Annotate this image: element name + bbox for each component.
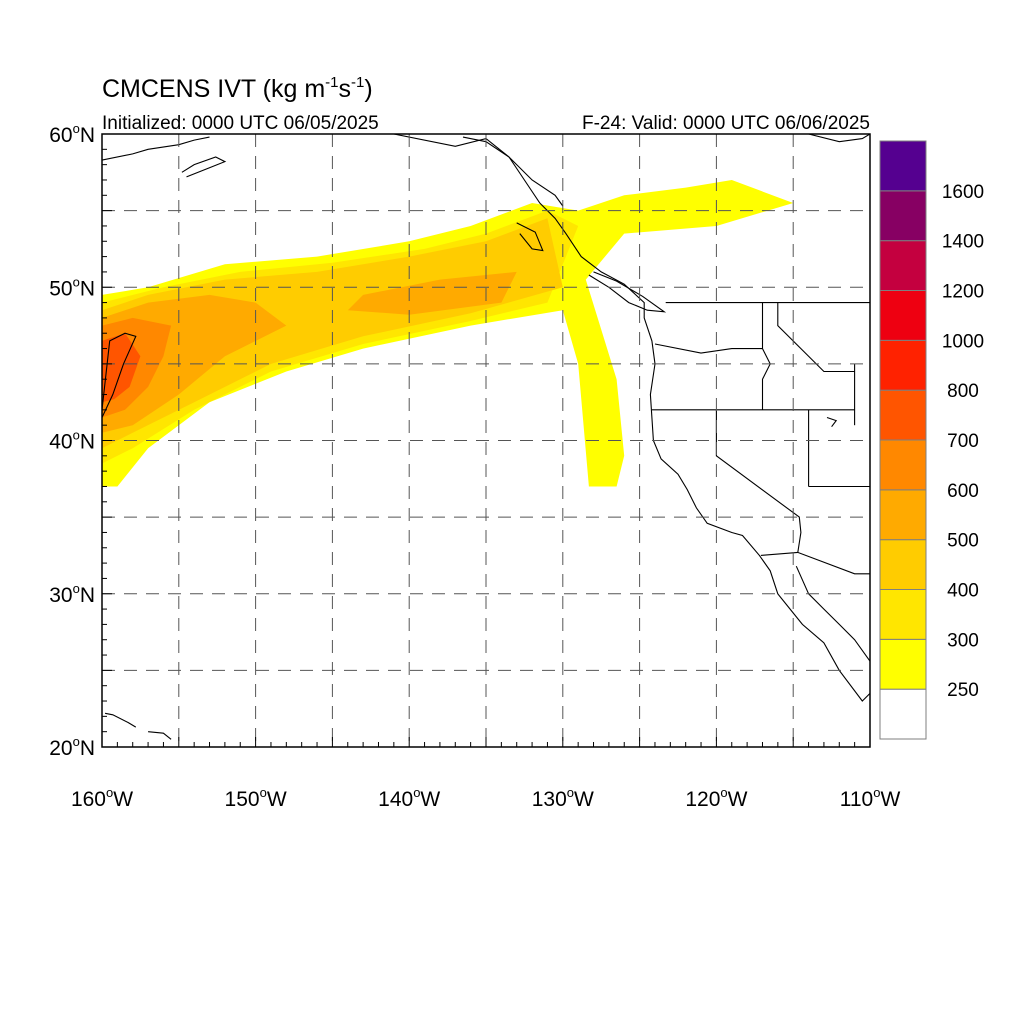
lon-label: 110oW <box>840 785 901 811</box>
great-salt-lake-line <box>826 416 838 428</box>
lon-label: 140oW <box>378 785 440 811</box>
ivt-embedded-500 <box>347 271 517 315</box>
hawaii-maui-line <box>148 731 172 740</box>
colorbar-box <box>879 439 927 491</box>
vancouver-island-line <box>588 271 667 313</box>
colorbar-box <box>879 190 927 242</box>
alaska-coast-west-line <box>102 136 210 161</box>
valid-label: F-24: Valid: 0000 UTC 06/06/2025 <box>582 113 870 134</box>
colorbar-label: 500 <box>947 531 979 552</box>
map-panel <box>101 133 871 748</box>
kodiak-island-line <box>181 156 227 178</box>
alaska-coast-east-line <box>808 134 870 143</box>
longitude-labels: 160oW 150oW 140oW 130oW 120oW 110oW <box>71 785 901 811</box>
lon-label: 130oW <box>532 785 594 811</box>
colorbar-label: 600 <box>947 481 979 502</box>
colorbar-label: 1600 <box>942 182 984 203</box>
lon-label: 150oW <box>225 785 287 811</box>
colorbar-box <box>879 539 927 591</box>
colorbar-label: 300 <box>947 630 979 651</box>
lat-lon-grid <box>102 134 870 747</box>
map-title: CMCENS IVT (kg m-1s-1) <box>102 74 373 103</box>
lat-label: 50oN <box>49 274 95 300</box>
colorbar-box <box>879 290 927 341</box>
us-mexico-border-line <box>760 551 870 575</box>
init-label: Initialized: 0000 UTC 06/05/2025 <box>102 113 379 134</box>
colorbar-label: 400 <box>947 581 979 602</box>
lon-label: 120oW <box>685 785 747 811</box>
ca-nv-border-line <box>715 409 802 553</box>
title-main: CMCENS IVT (kg m <box>102 75 325 103</box>
lat-label: 40oN <box>49 428 95 454</box>
colorbar-box <box>879 489 927 541</box>
colorbar-box <box>879 140 927 192</box>
title-end: ) <box>364 75 372 103</box>
wa-or-border-line <box>654 343 763 354</box>
title-mid: s <box>339 75 352 103</box>
colorbar-box <box>879 589 927 640</box>
lat-label: 60oN <box>49 121 95 147</box>
colorbar-box <box>879 339 927 391</box>
colorbar-box <box>879 688 927 740</box>
id-mt-border-line <box>777 302 855 373</box>
gulf-of-california-line <box>795 565 870 662</box>
colorbar-label: 250 <box>947 680 979 701</box>
colorbar-label: 1000 <box>942 331 984 352</box>
ivt-main-plume-700 <box>102 333 141 403</box>
colorbar-box <box>879 638 927 690</box>
colorbar-box <box>879 240 927 292</box>
colorbar: 250 300 400 500 600 700 800 1000 1200 1400 1600 <box>879 140 984 740</box>
hawaii-big-island-line <box>102 332 137 418</box>
hawaii-islands-line <box>104 712 137 728</box>
colorbar-label: 700 <box>947 431 979 452</box>
colorbar-box <box>879 389 927 441</box>
lon-label: 160oW <box>71 785 133 811</box>
lat-label: 20oN <box>49 734 95 760</box>
or-id-border-line <box>761 348 771 410</box>
title-exp2: -1 <box>351 74 364 91</box>
title-exp1: -1 <box>325 74 338 91</box>
colorbar-label: 800 <box>947 381 979 402</box>
colorbar-label: 1400 <box>942 232 984 253</box>
haida-gwaii-line <box>516 222 544 252</box>
map-frame <box>101 133 871 748</box>
alaska-panhandle-border-line <box>393 134 564 207</box>
latitude-labels: 60oN 50oN 40oN 30oN 20oN <box>49 121 95 760</box>
colorbar-label: 1200 <box>942 282 984 303</box>
lat-label: 30oN <box>49 581 95 607</box>
